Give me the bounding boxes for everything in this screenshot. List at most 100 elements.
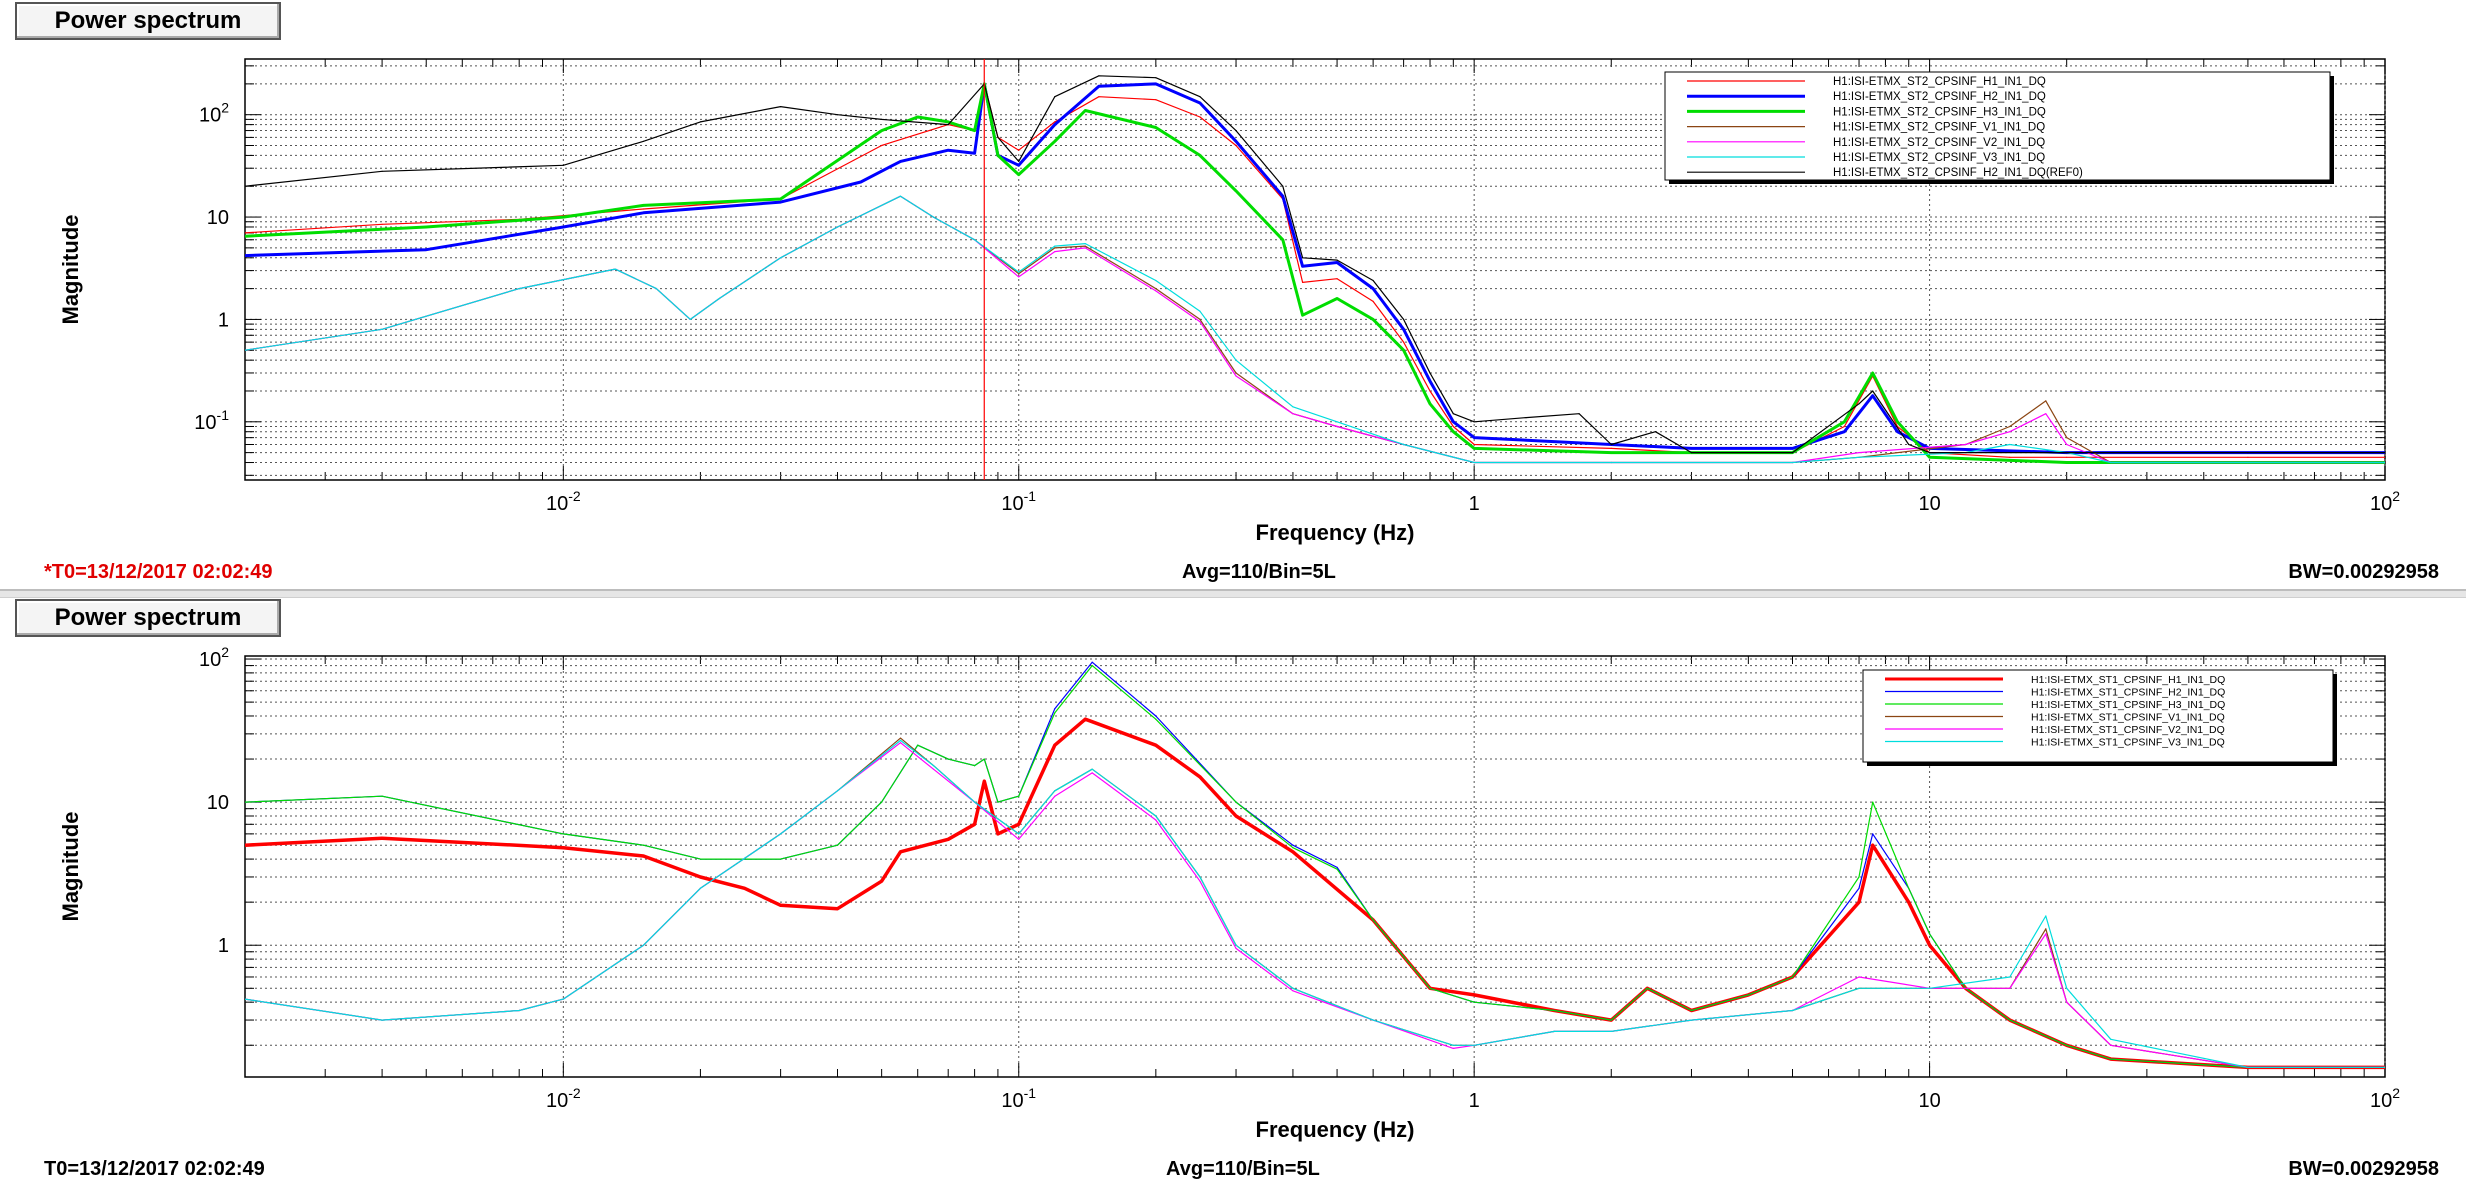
data-point	[642, 855, 645, 857]
data-point	[1292, 990, 1294, 992]
data-point	[1336, 425, 1338, 428]
data-point	[1372, 318, 1374, 320]
data-point	[947, 838, 949, 840]
data-point	[1690, 452, 1693, 454]
series-group	[245, 75, 2385, 464]
data-point	[2066, 1001, 2068, 1003]
data-point	[2066, 443, 2068, 446]
data-point	[2009, 1019, 2011, 1021]
data-point	[1872, 395, 1874, 397]
x-tick-label: 1	[1469, 1090, 1480, 1112]
top-panel: 10-2 10-1 1 10 102 10-1 1 10 102 Frequency (Hz) Ma…	[0, 0, 2466, 593]
data-point	[1018, 273, 1020, 275]
data-point	[245, 349, 246, 351]
data-point	[2384, 456, 2385, 458]
data-point	[1858, 887, 1860, 889]
data-point	[1018, 149, 1020, 151]
data-point	[1372, 279, 1374, 282]
data-point	[836, 226, 839, 228]
data-point	[881, 801, 883, 803]
data-point	[1473, 447, 1475, 449]
x-tick-label: 10-1	[1001, 488, 1036, 515]
data-point	[1843, 431, 1845, 433]
data-point	[1199, 116, 1201, 118]
data-point	[381, 837, 383, 839]
data-point	[1578, 413, 1580, 415]
data-point	[1155, 77, 1157, 79]
top-spectrum-plot[interactable]: 10-2 10-1 1 10 102 10-1 1 10 102 Frequency (Hz) Ma…	[0, 0, 2466, 593]
legend-entry: H1:ISI-ETMX_ST1_CPSINF_H3_IN1_DQ	[2031, 699, 2225, 711]
data-point	[1336, 259, 1338, 261]
data-point	[245, 185, 246, 187]
data-point	[997, 833, 999, 835]
data-point	[780, 198, 782, 200]
data-point	[881, 144, 883, 147]
data-point	[1452, 413, 1454, 415]
avg-label: Avg=110/Bin=5L	[1166, 1158, 1320, 1180]
bottom-spectrum-plot[interactable]: 10-2 10-1 1 10 102 1 10 102 Frequency (Hz) Magnit…	[0, 593, 2466, 1186]
data-point	[1372, 919, 1374, 921]
data-point	[1302, 281, 1304, 283]
data-point	[2110, 461, 2112, 464]
data-point	[1791, 461, 1794, 464]
data-point	[2066, 461, 2068, 464]
data-point	[2066, 452, 2068, 454]
data-point	[1843, 425, 1845, 428]
data-point	[1054, 708, 1056, 710]
data-point	[974, 765, 976, 767]
data-point	[1155, 126, 1157, 129]
data-point	[1858, 452, 1860, 454]
data-point	[1199, 154, 1201, 156]
panel-title[interactable]: Power spectrum	[15, 599, 281, 637]
legend-entry: H1:ISI-ETMX_ST1_CPSINF_V2_IN1_DQ	[2031, 724, 2225, 736]
data-point	[997, 136, 999, 138]
panel-title[interactable]: Power spectrum	[15, 2, 281, 40]
data-point	[1199, 880, 1201, 882]
data-point	[974, 152, 976, 154]
data-point	[997, 801, 999, 803]
data-point	[1843, 421, 1845, 423]
data-point	[1858, 456, 1860, 458]
data-point	[2009, 431, 2011, 433]
data-point	[1018, 823, 1020, 825]
data-point	[1429, 372, 1431, 374]
data-point	[1054, 247, 1056, 249]
data-point	[245, 255, 246, 257]
data-point	[2066, 437, 2068, 439]
pane-divider[interactable]	[0, 589, 2466, 598]
data-point	[1610, 1030, 1612, 1032]
data-point	[899, 739, 902, 741]
data-point	[1336, 421, 1338, 423]
data-point	[2009, 456, 2011, 458]
legend-entry: H1:ISI-ETMX_ST1_CPSINF_H1_IN1_DQ	[2031, 674, 2225, 686]
data-point	[425, 249, 427, 251]
data-point	[974, 130, 976, 132]
data-point	[1452, 421, 1454, 423]
data-point	[1054, 121, 1056, 123]
data-point	[1858, 987, 1860, 989]
data-point	[881, 118, 883, 120]
data-point	[1292, 851, 1294, 853]
data-point	[1084, 243, 1086, 245]
data-point	[562, 216, 564, 218]
data-point	[1235, 947, 1237, 949]
data-point	[1084, 247, 1086, 249]
data-point	[1473, 1001, 1475, 1003]
series-line-1	[245, 717, 2385, 1070]
data-point	[860, 181, 862, 183]
data-point	[1908, 887, 1910, 889]
data-point	[1336, 297, 1338, 300]
data-point	[1858, 876, 1860, 878]
data-point	[381, 1019, 383, 1021]
data-point	[1155, 715, 1157, 717]
x-grid	[244, 59, 2386, 480]
data-point	[1155, 83, 1157, 85]
data-point	[1302, 314, 1304, 316]
data-point	[1235, 359, 1237, 361]
data-point	[1091, 772, 1093, 774]
data-point	[2110, 1038, 2112, 1040]
data-point	[780, 257, 782, 259]
data-point	[983, 758, 985, 760]
data-point	[1336, 866, 1338, 868]
data-point	[1292, 847, 1294, 849]
